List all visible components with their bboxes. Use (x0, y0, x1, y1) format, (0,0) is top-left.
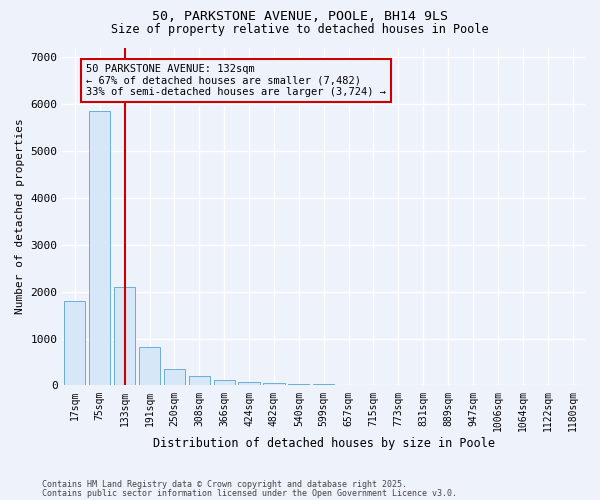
Y-axis label: Number of detached properties: Number of detached properties (15, 118, 25, 314)
X-axis label: Distribution of detached houses by size in Poole: Distribution of detached houses by size … (153, 437, 495, 450)
Text: Size of property relative to detached houses in Poole: Size of property relative to detached ho… (111, 22, 489, 36)
Bar (288, 384, 310, 386)
Text: Contains HM Land Registry data © Crown copyright and database right 2025.: Contains HM Land Registry data © Crown c… (42, 480, 407, 489)
Bar (313, 384, 334, 386)
Bar (214, 380, 235, 386)
Bar (89, 111, 110, 386)
Text: 50 PARKSTONE AVENUE: 132sqm
← 67% of detached houses are smaller (7,482)
33% of : 50 PARKSTONE AVENUE: 132sqm ← 67% of det… (86, 64, 386, 97)
Bar (139, 347, 160, 386)
Bar (189, 376, 210, 386)
Bar (64, 301, 85, 386)
Bar (338, 384, 359, 386)
Bar (238, 382, 260, 386)
Text: 50, PARKSTONE AVENUE, POOLE, BH14 9LS: 50, PARKSTONE AVENUE, POOLE, BH14 9LS (152, 10, 448, 23)
Bar (114, 287, 135, 386)
Text: Contains public sector information licensed under the Open Government Licence v3: Contains public sector information licen… (42, 489, 457, 498)
Bar (164, 370, 185, 386)
Bar (263, 382, 284, 386)
